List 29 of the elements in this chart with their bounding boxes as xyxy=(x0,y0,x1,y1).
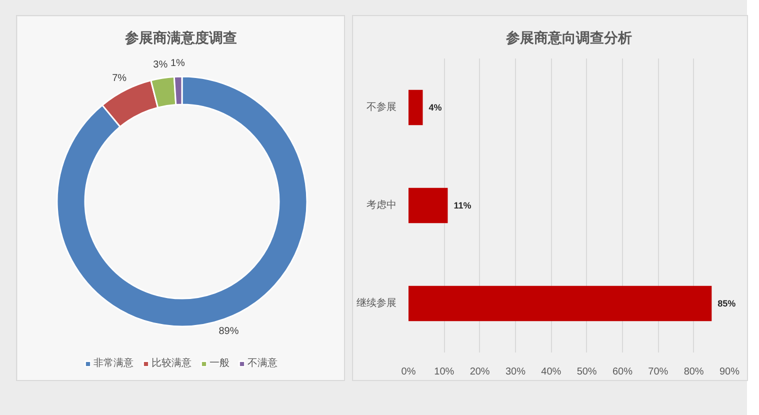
bar xyxy=(408,188,448,224)
data-label: 11% xyxy=(454,200,472,210)
x-tick-label: 30% xyxy=(505,366,526,378)
x-tick-label: 0% xyxy=(401,366,416,378)
x-tick-label: 60% xyxy=(612,366,633,378)
data-label: 4% xyxy=(428,102,442,112)
legend-label: 不满意 xyxy=(248,356,278,370)
legend-label: 比较满意 xyxy=(152,356,192,370)
data-label: 89% xyxy=(218,326,239,337)
bar xyxy=(408,286,712,322)
x-tick-label: 50% xyxy=(576,366,597,378)
x-tick-label: 90% xyxy=(719,366,740,378)
data-label: 85% xyxy=(718,298,736,308)
y-tick-label: 考虑中 xyxy=(366,199,396,211)
x-tick-label: 40% xyxy=(541,366,562,378)
x-tick-label: 10% xyxy=(434,366,454,378)
x-tick-label: 20% xyxy=(470,366,490,378)
chart-title: 参展商满意度调查 xyxy=(124,30,237,46)
data-label: 7% xyxy=(112,73,127,84)
legend-label: 一般 xyxy=(210,357,230,370)
chart-title: 参展商意向调查分析 xyxy=(505,30,632,46)
x-tick-label: 80% xyxy=(684,366,704,378)
legend-label: 非常满意 xyxy=(94,356,134,370)
y-tick-label: 不参展 xyxy=(366,101,396,113)
data-label: 3% xyxy=(153,60,168,71)
y-tick-label: 继续参展 xyxy=(356,297,396,309)
data-label: 1% xyxy=(170,58,185,70)
x-tick-label: 70% xyxy=(648,366,668,378)
bar xyxy=(408,90,423,126)
